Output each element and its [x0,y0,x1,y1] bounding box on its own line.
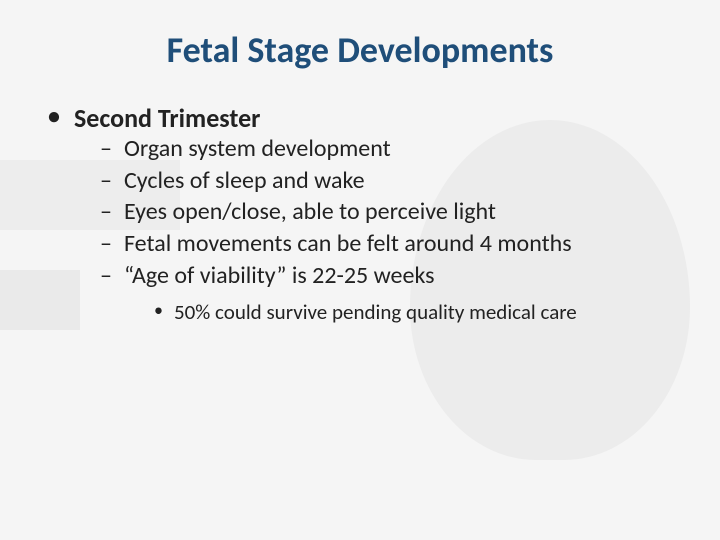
point-organ-system: Organ system development [100,134,680,165]
slide-title: Fetal Stage Developments [40,28,680,72]
point-eyes: Eyes open/close, able to perceive light [100,197,680,228]
heading-second-trimester: Second Trimester Organ system developmen… [48,102,680,326]
level3-list: 50% could survive pending quality medica… [124,298,680,326]
heading-text: Second Trimester [74,102,260,134]
subpoint-survival: 50% could survive pending quality medica… [154,298,680,326]
point-movements: Fetal movements can be felt around 4 mon… [100,229,680,260]
level2-list: Organ system development Cycles of sleep… [74,134,680,326]
point-viability: “Age of viability” is 22-25 weeks 50% co… [100,261,680,326]
point-viability-text: “Age of viability” is 22-25 weeks [124,261,435,290]
slide-content: Fetal Stage Developments Second Trimeste… [0,0,720,326]
point-sleep-wake: Cycles of sleep and wake [100,166,680,197]
level1-list: Second Trimester Organ system developmen… [40,102,680,326]
